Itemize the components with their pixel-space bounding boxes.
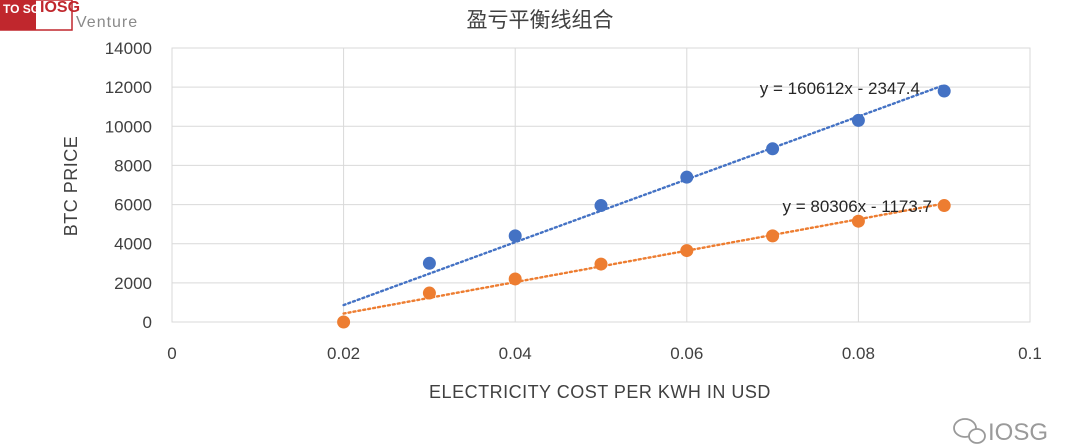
trendlines [342,83,946,315]
wechat-watermark: IOSG [953,418,1048,446]
series-2-point [680,244,694,258]
y-tick-label: 4000 [114,235,152,254]
y-axis-ticks: 0 2000 4000 6000 8000 10000 12000 14000 [105,39,152,332]
series-2-point [937,199,951,213]
series-1-point [937,84,951,98]
y-tick-label: 6000 [114,196,152,215]
x-tick-label: 0.06 [670,344,703,363]
trendline-2 [342,202,946,315]
series-1-point [508,229,522,243]
series-1-point [851,113,865,127]
y-tick-label: 2000 [114,274,152,293]
plot-border [171,47,1031,323]
series-2-point [422,286,436,300]
series-2-point [508,272,522,286]
y-tick-label: 10000 [105,117,152,136]
series-2-point [851,214,865,228]
x-tick-label: 0.08 [842,344,875,363]
x-tick-label: 0.1 [1018,344,1042,363]
logo-name: IOSG [40,0,80,16]
trendline-1-equation: y = 160612x - 2347.4 [760,79,920,98]
x-tick-label: 0 [167,344,176,363]
y-axis-title: BTC PRICE [61,136,81,237]
series-1-point [594,199,608,213]
trendline-equations: y = 160612x - 2347.4 y = 80306x - 1173.7 [760,79,932,216]
logo-mark: TO SG [3,2,40,16]
iosg-logo: TO SG IOSG Venture [0,0,138,31]
y-tick-label: 0 [143,313,152,332]
chart-title: 盈亏平衡线组合 [467,8,614,32]
x-tick-label: 0.04 [499,344,532,363]
trendline-1 [342,83,946,307]
series-2-point [337,315,351,329]
data-points [337,84,951,329]
x-axis-ticks: 0 0.02 0.04 0.06 0.08 0.1 [167,344,1042,363]
x-tick-label: 0.02 [327,344,360,363]
series-1-point [766,142,780,156]
x-axis-title: ELECTRICITY COST PER KWH IN USD [429,382,771,402]
y-tick-label: 12000 [105,78,152,97]
trendline-2-equation: y = 80306x - 1173.7 [783,197,933,216]
watermark-text: IOSG [988,419,1048,446]
y-tick-label: 14000 [105,39,152,58]
series-2-point [594,257,608,271]
series-2-point [766,229,780,243]
wechat-icon [953,418,986,444]
series-1-point [680,170,694,184]
logo-subtitle: Venture [76,14,138,31]
y-tick-label: 8000 [114,156,152,175]
series-1-point [422,256,436,270]
